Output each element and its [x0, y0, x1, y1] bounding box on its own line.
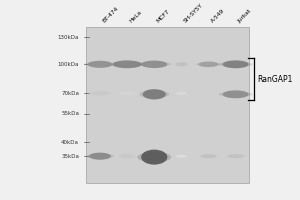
FancyBboxPatch shape	[86, 27, 249, 183]
Text: SH-SY5Y: SH-SY5Y	[183, 3, 204, 24]
Text: Jurkat: Jurkat	[237, 8, 253, 24]
Text: 55kDa: 55kDa	[61, 111, 79, 116]
Ellipse shape	[88, 61, 112, 68]
Ellipse shape	[195, 62, 222, 66]
Ellipse shape	[119, 91, 135, 95]
Text: HeLa: HeLa	[129, 10, 143, 24]
Ellipse shape	[174, 155, 189, 157]
Text: 70kDa: 70kDa	[61, 91, 79, 96]
Text: 40kDa: 40kDa	[61, 140, 79, 145]
Ellipse shape	[174, 63, 189, 66]
Ellipse shape	[142, 89, 166, 99]
Ellipse shape	[139, 91, 170, 98]
Ellipse shape	[112, 60, 142, 68]
Ellipse shape	[88, 92, 112, 95]
Ellipse shape	[89, 153, 111, 160]
Ellipse shape	[225, 155, 246, 158]
Ellipse shape	[176, 155, 187, 158]
Ellipse shape	[117, 92, 137, 95]
Ellipse shape	[174, 92, 189, 95]
Ellipse shape	[108, 62, 146, 67]
Ellipse shape	[118, 155, 136, 158]
Ellipse shape	[176, 62, 187, 66]
Ellipse shape	[219, 62, 253, 67]
Ellipse shape	[141, 61, 167, 68]
Text: A-549: A-549	[210, 8, 226, 24]
Ellipse shape	[91, 91, 110, 96]
Text: RanGAP1: RanGAP1	[257, 75, 292, 84]
Ellipse shape	[86, 154, 114, 159]
Ellipse shape	[137, 152, 171, 162]
Ellipse shape	[228, 154, 244, 158]
Text: MCF7: MCF7	[156, 9, 171, 24]
Ellipse shape	[219, 92, 253, 97]
Ellipse shape	[141, 150, 167, 165]
Ellipse shape	[200, 154, 217, 158]
Ellipse shape	[223, 60, 249, 68]
Text: 130kDa: 130kDa	[58, 35, 79, 40]
Ellipse shape	[120, 154, 134, 158]
Ellipse shape	[84, 62, 116, 67]
Ellipse shape	[198, 61, 219, 67]
Text: 35kDa: 35kDa	[61, 154, 79, 159]
Ellipse shape	[198, 155, 219, 158]
Ellipse shape	[176, 92, 187, 95]
Text: 100kDa: 100kDa	[58, 62, 79, 67]
Ellipse shape	[223, 90, 249, 98]
Ellipse shape	[137, 62, 171, 67]
Text: BT-474: BT-474	[101, 6, 119, 24]
